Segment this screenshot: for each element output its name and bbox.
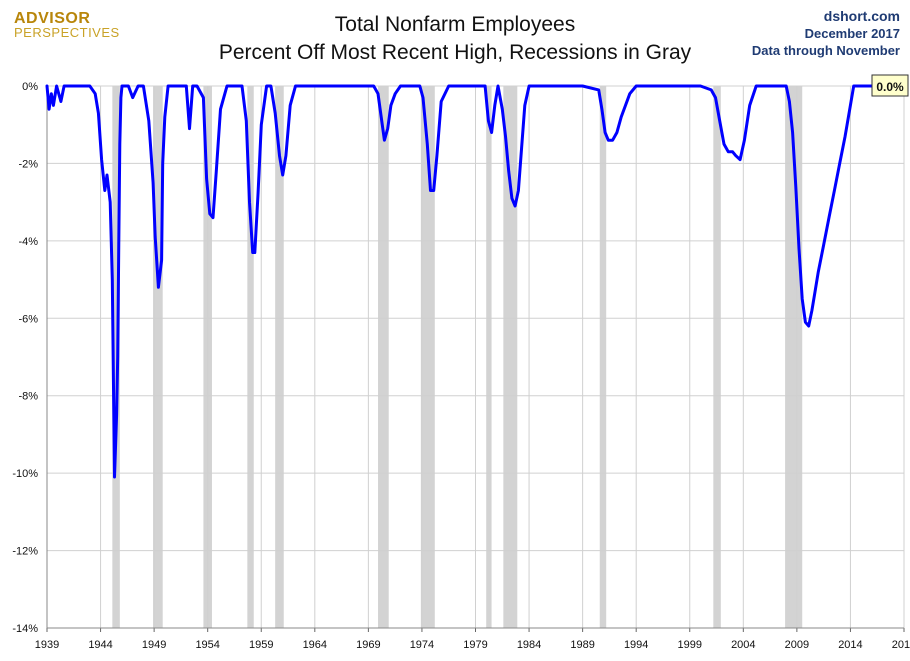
y-tick-label: -6% — [18, 313, 38, 325]
y-tick-label: 0% — [22, 81, 38, 93]
y-tick-label: -14% — [12, 623, 38, 635]
x-tick-label: 1994 — [624, 639, 648, 651]
y-tick-label: -2% — [18, 158, 38, 170]
date-label: December 2017 — [804, 26, 900, 41]
x-tick-label: 1964 — [303, 639, 327, 651]
recession-band — [503, 86, 518, 628]
x-tick-label: 1969 — [356, 639, 380, 651]
recession-band — [378, 86, 389, 628]
series-line — [45, 84, 894, 479]
x-tick-label: 1999 — [678, 639, 702, 651]
x-tick-label: 1989 — [570, 639, 594, 651]
chart-title-line-1: Total Nonfarm Employees — [334, 13, 576, 36]
x-tick-label: 2009 — [785, 639, 809, 651]
x-tick-label: 2019 — [892, 639, 910, 651]
x-tick-label: 2004 — [731, 639, 755, 651]
x-tick-label: 1959 — [249, 639, 273, 651]
x-tick-label: 1944 — [88, 639, 112, 651]
data-through-label: Data through November — [751, 43, 900, 58]
recession-band — [420, 86, 435, 628]
x-tick-label: 1979 — [463, 639, 487, 651]
latest-value-callout-box — [871, 74, 909, 97]
logo-top-text: ADVISOR — [14, 10, 91, 27]
y-tick-label: -4% — [18, 236, 38, 248]
y-tick-label: -10% — [12, 468, 38, 480]
y-tick-label: -12% — [12, 546, 38, 558]
recession-band — [713, 86, 721, 628]
advisor-perspectives-logo: ADVISOR PERSPECTIVES — [14, 10, 120, 40]
latest-value-callout: 0.0% — [876, 80, 904, 94]
recession-band — [486, 86, 492, 628]
recession-band — [599, 86, 607, 628]
recession-band — [275, 86, 284, 628]
recession-band — [247, 86, 254, 628]
x-tick-label: 1939 — [35, 639, 59, 651]
x-tick-label: 1949 — [142, 639, 166, 651]
x-tick-label: 1954 — [195, 639, 219, 651]
y-tick-label: -8% — [18, 391, 38, 403]
source-label: dshort.com — [823, 8, 900, 24]
recession-band — [112, 86, 120, 628]
chart-title-line-2: Percent Off Most Recent High, Recessions… — [218, 41, 692, 64]
logo-bottom-text: PERSPECTIVES — [14, 25, 120, 40]
x-tick-label: 1974 — [410, 639, 434, 651]
x-tick-label: 2014 — [838, 639, 862, 651]
recession-band — [153, 86, 163, 628]
x-tick-label: 1984 — [517, 639, 541, 651]
